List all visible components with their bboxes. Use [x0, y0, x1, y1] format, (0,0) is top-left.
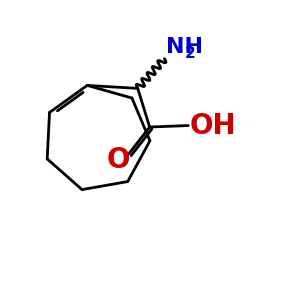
Text: 2: 2: [185, 46, 195, 61]
Text: O: O: [107, 146, 130, 174]
Text: OH: OH: [190, 112, 236, 140]
Text: NH: NH: [166, 37, 203, 57]
